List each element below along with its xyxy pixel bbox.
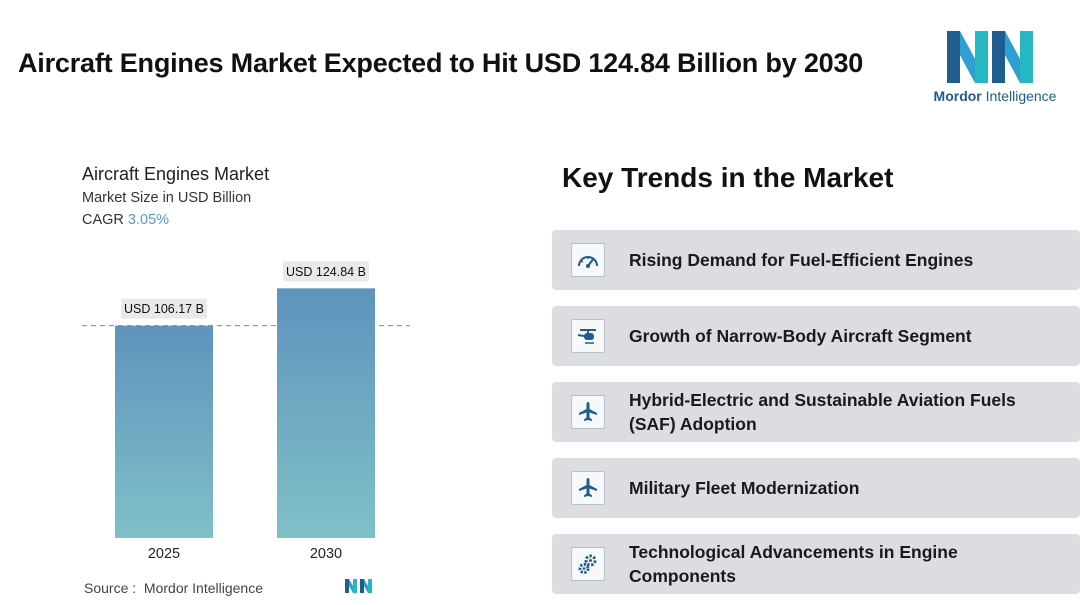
bar-2025 [115, 325, 213, 538]
trend-item-hybrid-electric-saf: Hybrid-Electric and Sustainable Aviation… [552, 382, 1080, 442]
x-tick-label: 2030 [310, 546, 342, 562]
trend-label: Technological Advancements in Engine Com… [629, 542, 958, 586]
data-label: USD 106.17 B [124, 302, 204, 316]
trend-item-tech-advancements: Technological Advancements in Engine Com… [552, 534, 1080, 594]
page-title: Aircraft Engines Market Expected to Hit … [18, 48, 864, 78]
trend-label: Hybrid-Electric and Sustainable Aviation… [629, 390, 1016, 434]
trend-item-military-fleet: Military Fleet Modernization [552, 458, 1080, 518]
trend-item-fuel-efficient: Rising Demand for Fuel-Efficient Engines [552, 230, 1080, 290]
bar-chart: USD 106.17 B 2025 USD 124.84 B 2030 [82, 261, 410, 562]
cagr-value: 3.05% [127, 212, 170, 228]
logo-mark-icon [947, 31, 1033, 83]
x-tick-label: 2025 [148, 546, 180, 562]
data-label-box [283, 261, 369, 282]
trends-title: Key Trends in the Market [562, 162, 894, 193]
gears-icon [571, 547, 605, 581]
source-name: Mordor Intelligence [143, 580, 263, 596]
trend-label: Growth of Narrow-Body Aircraft Segment [629, 326, 972, 346]
source-logo-icon [345, 579, 372, 593]
chart-title: Aircraft Engines Market [82, 164, 270, 184]
source-note: Source : Mordor Intelligence [84, 580, 263, 596]
data-label: USD 124.84 B [286, 265, 366, 279]
helicopter-icon [571, 319, 605, 353]
cagr-label: CAGR [82, 212, 124, 228]
speedometer-icon [571, 243, 605, 277]
airplane-icon [571, 395, 605, 429]
source-label: Source : [84, 580, 137, 596]
trend-item-narrow-body: Growth of Narrow-Body Aircraft Segment [552, 306, 1080, 366]
mordor-intelligence-logo: Mordor Intelligence [930, 28, 1060, 106]
logo-text: Mordor Intelligence [933, 88, 1057, 104]
trend-label: Rising Demand for Fuel-Efficient Engines [629, 250, 974, 270]
chart-subtitle: Market Size in USD Billion [82, 190, 252, 206]
data-label-box [121, 298, 207, 319]
cagr-line: CAGR 3.05% [82, 212, 169, 228]
trend-label: Military Fleet Modernization [629, 478, 860, 498]
bar-2030 [277, 288, 375, 538]
airplane-icon [571, 471, 605, 505]
